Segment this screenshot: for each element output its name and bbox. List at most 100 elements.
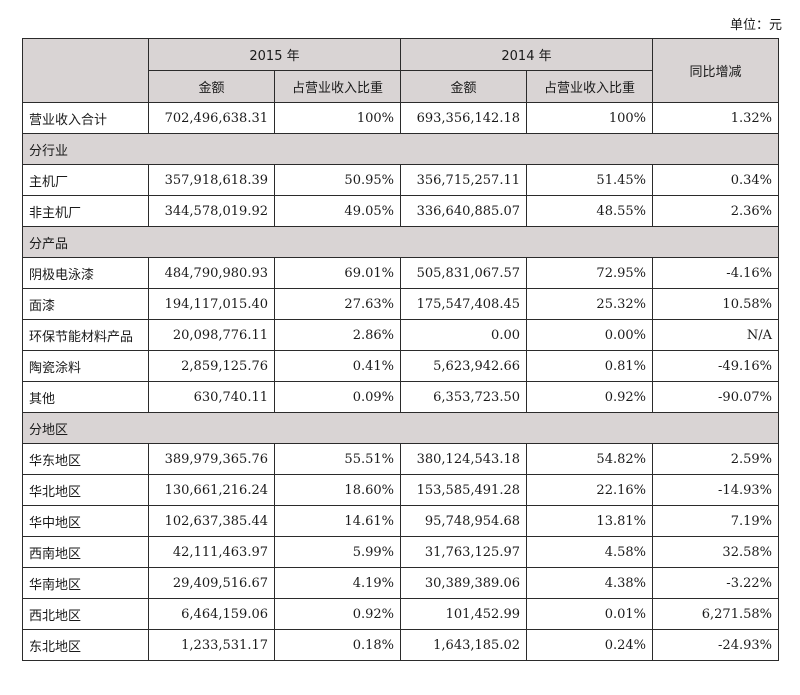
- section-title: 分地区: [22, 412, 779, 444]
- table-body: 营业收入合计 702,496,638.31 100% 693,356,142.1…: [22, 102, 779, 661]
- ratio-2015-cell: 55.51%: [274, 443, 401, 475]
- ratio-2015-cell: 18.60%: [274, 474, 401, 506]
- amount-2014-cell: 153,585,491.28: [400, 474, 527, 506]
- table-header: 2015 年 2014 年 同比增减 金额 占营业收入比重 金额 占营业收入比重: [22, 38, 779, 103]
- ratio-2014-cell: 25.32%: [526, 288, 653, 320]
- section-title: 分产品: [22, 226, 779, 258]
- ratio-2015-cell: 2.86%: [274, 319, 401, 351]
- table-row: 华东地区 389,979,365.76 55.51% 380,124,543.18 54…: [22, 443, 779, 475]
- yoy-cell: -14.93%: [652, 474, 779, 506]
- amount-2014-cell: 505,831,067.57: [400, 257, 527, 289]
- ratio-2015-cell: 0.41%: [274, 350, 401, 382]
- yoy-cell: -24.93%: [652, 629, 779, 661]
- row-label: 西南地区: [22, 536, 149, 568]
- ratio-2014-cell: 0.81%: [526, 350, 653, 382]
- ratio-2014-cell: 4.58%: [526, 536, 653, 568]
- amount-2014-cell: 356,715,257.11: [400, 164, 527, 196]
- yoy-cell: 10.58%: [652, 288, 779, 320]
- yoy-cell: -90.07%: [652, 381, 779, 413]
- yoy-cell: -4.16%: [652, 257, 779, 289]
- table-row: 非主机厂 344,578,019.92 49.05% 336,640,885.07 48…: [22, 195, 779, 227]
- ratio-2014-cell: 100%: [526, 102, 653, 134]
- total-row: 营业收入合计 702,496,638.31 100% 693,356,142.1…: [22, 102, 779, 134]
- row-label: 非主机厂: [22, 195, 149, 227]
- ratio-2014-cell: 13.81%: [526, 505, 653, 537]
- row-label: 陶瓷涂料: [22, 350, 149, 382]
- header-ratio-2015: 占营业收入比重: [274, 70, 401, 103]
- row-label: 华北地区: [22, 474, 149, 506]
- row-label: 华南地区: [22, 567, 149, 599]
- amount-2014-cell: 31,763,125.97: [400, 536, 527, 568]
- header-amount-2014: 金额: [400, 70, 527, 103]
- amount-2014-cell: 5,623,942.66: [400, 350, 527, 382]
- amount-2014-cell: 30,389,389.06: [400, 567, 527, 599]
- ratio-2014-cell: 51.45%: [526, 164, 653, 196]
- header-ratio-2014: 占营业收入比重: [526, 70, 653, 103]
- table-row: 主机厂 357,918,618.39 50.95% 356,715,257.11 51.…: [22, 164, 779, 196]
- ratio-2014-cell: 4.38%: [526, 567, 653, 599]
- row-label: 环保节能材料产品: [22, 319, 149, 351]
- yoy-cell: 2.59%: [652, 443, 779, 475]
- yoy-cell: 2.36%: [652, 195, 779, 227]
- amount-2015-cell: 194,117,015.40: [148, 288, 275, 320]
- row-label: 面漆: [22, 288, 149, 320]
- header-year-2015: 2015 年: [148, 38, 401, 71]
- amount-2015-cell: 702,496,638.31: [148, 102, 275, 134]
- table-row: 西南地区 42,111,463.97 5.99% 31,763,125.97 4.58%…: [22, 536, 779, 568]
- ratio-2015-cell: 5.99%: [274, 536, 401, 568]
- revenue-table: 2015 年 2014 年 同比增减 金额 占营业收入比重 金额 占营业收入比重…: [22, 38, 779, 661]
- ratio-2014-cell: 0.00%: [526, 319, 653, 351]
- amount-2014-cell: 336,640,885.07: [400, 195, 527, 227]
- table-row: 阴极电泳漆 484,790,980.93 69.01% 505,831,067.57 7…: [22, 257, 779, 289]
- amount-2015-cell: 6,464,159.06: [148, 598, 275, 630]
- amount-2015-cell: 130,661,216.24: [148, 474, 275, 506]
- ratio-2014-cell: 54.82%: [526, 443, 653, 475]
- ratio-2014-cell: 22.16%: [526, 474, 653, 506]
- amount-2014-cell: 380,124,543.18: [400, 443, 527, 475]
- ratio-2014-cell: 0.92%: [526, 381, 653, 413]
- ratio-2015-cell: 49.05%: [274, 195, 401, 227]
- row-label: 华中地区: [22, 505, 149, 537]
- yoy-cell: 6,271.58%: [652, 598, 779, 630]
- ratio-2015-cell: 27.63%: [274, 288, 401, 320]
- amount-2014-cell: 101,452.99: [400, 598, 527, 630]
- table-row: 华北地区 130,661,216.24 18.60% 153,585,491.28 22…: [22, 474, 779, 506]
- amount-2015-cell: 344,578,019.92: [148, 195, 275, 227]
- section-header-row: 分产品: [22, 226, 779, 258]
- amount-2015-cell: 1,233,531.17: [148, 629, 275, 661]
- row-label: 华东地区: [22, 443, 149, 475]
- amount-2015-cell: 20,098,776.11: [148, 319, 275, 351]
- amount-2014-cell: 1,643,185.02: [400, 629, 527, 661]
- amount-2015-cell: 389,979,365.76: [148, 443, 275, 475]
- ratio-2015-cell: 4.19%: [274, 567, 401, 599]
- amount-2014-cell: 0.00: [400, 319, 527, 351]
- ratio-2014-cell: 48.55%: [526, 195, 653, 227]
- yoy-cell: N/A: [652, 319, 779, 351]
- section-header-row: 分行业: [22, 133, 779, 165]
- amount-2014-cell: 95,748,954.68: [400, 505, 527, 537]
- amount-2014-cell: 175,547,408.45: [400, 288, 527, 320]
- header-blank-cell: [22, 38, 149, 103]
- amount-2015-cell: 102,637,385.44: [148, 505, 275, 537]
- yoy-cell: 7.19%: [652, 505, 779, 537]
- ratio-2015-cell: 0.09%: [274, 381, 401, 413]
- row-label: 营业收入合计: [22, 102, 149, 134]
- row-label: 阴极电泳漆: [22, 257, 149, 289]
- ratio-2015-cell: 69.01%: [274, 257, 401, 289]
- row-label: 主机厂: [22, 164, 149, 196]
- amount-2015-cell: 2,859,125.76: [148, 350, 275, 382]
- table-row: 面漆 194,117,015.40 27.63% 175,547,408.45 25.3…: [22, 288, 779, 320]
- header-yoy: 同比增减: [652, 38, 779, 103]
- amount-2015-cell: 42,111,463.97: [148, 536, 275, 568]
- ratio-2015-cell: 14.61%: [274, 505, 401, 537]
- yoy-cell: 0.34%: [652, 164, 779, 196]
- yoy-cell: 32.58%: [652, 536, 779, 568]
- table-row: 西北地区 6,464,159.06 0.92% 101,452.99 0.01% 6,27…: [22, 598, 779, 630]
- ratio-2014-cell: 72.95%: [526, 257, 653, 289]
- amount-2014-cell: 693,356,142.18: [400, 102, 527, 134]
- yoy-cell: -3.22%: [652, 567, 779, 599]
- section-header-row: 分地区: [22, 412, 779, 444]
- ratio-2014-cell: 0.01%: [526, 598, 653, 630]
- ratio-2015-cell: 0.18%: [274, 629, 401, 661]
- ratio-2015-cell: 50.95%: [274, 164, 401, 196]
